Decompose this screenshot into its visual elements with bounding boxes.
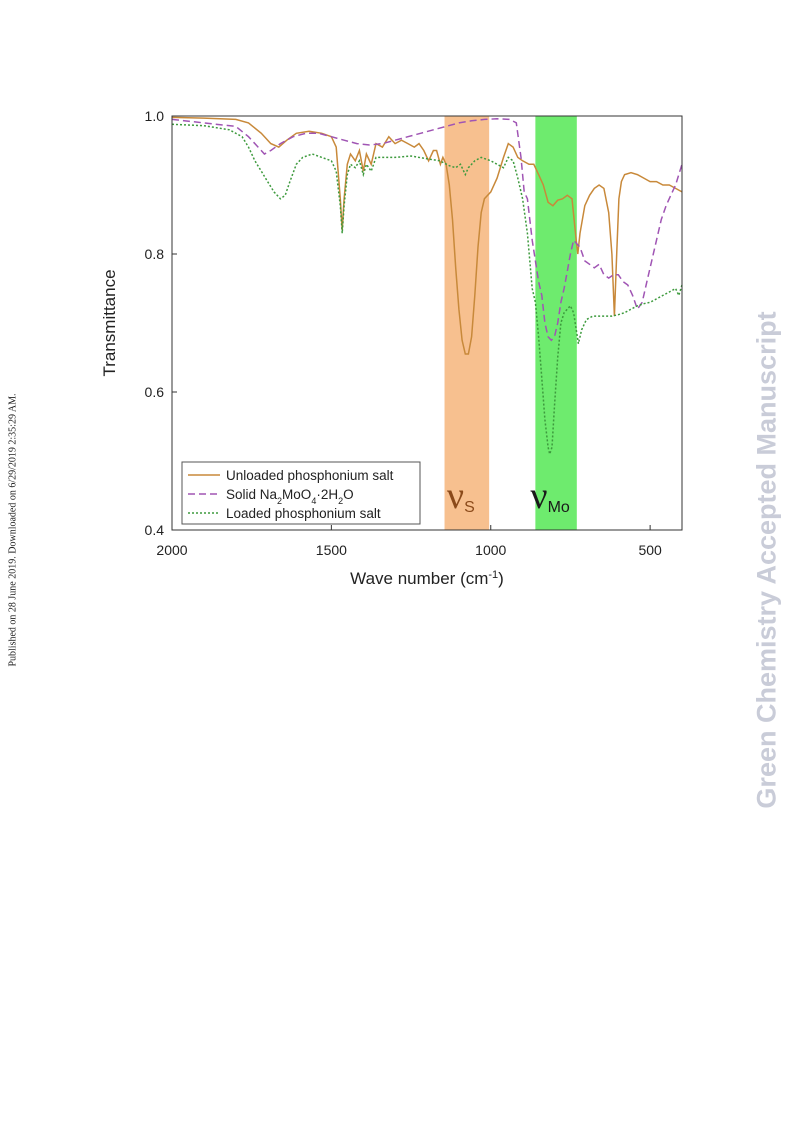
- legend-box: [181, 461, 421, 525]
- legend-text-part: Solid Na: [226, 487, 278, 502]
- series-line-unloaded: [171, 116, 683, 355]
- band-label-layer: νS νMo: [447, 475, 570, 517]
- band-label-mo: νMo: [530, 475, 570, 517]
- legend-text-part: ·2H: [316, 487, 338, 502]
- legend-subscript: 2: [277, 496, 282, 506]
- band-label-sub: Mo: [548, 499, 570, 516]
- axis-ticks: 2000 1500 1000 500 0.4 0.6 0.8 1.0: [145, 108, 662, 558]
- x-tick-label: 500: [638, 542, 662, 558]
- legend-text-part: MoO: [282, 487, 311, 502]
- series-line-loaded: [171, 123, 683, 457]
- legend-subscript: 2: [338, 496, 343, 506]
- legend-text-part: O: [343, 487, 354, 502]
- x-axis-label-tail: ): [498, 569, 504, 588]
- band-label-s: νS: [447, 475, 475, 517]
- x-axis-label-sup: -1: [488, 569, 498, 581]
- y-tick-label: 0.6: [145, 384, 165, 400]
- band-label-symbol: ν: [447, 475, 464, 517]
- legend-entry-solid: Solid Na2MoO4·2H2O: [226, 487, 354, 506]
- band-label-symbol: ν: [530, 475, 547, 517]
- x-axis-label-main: Wave number (cm: [350, 569, 488, 588]
- legend-entry-loaded: Loaded phosphonium salt: [226, 506, 381, 521]
- band-s: [444, 116, 490, 530]
- x-tick-label: 1000: [475, 542, 506, 558]
- x-axis-label: Wave number (cm-1): [350, 569, 504, 588]
- y-tick-label: 0.4: [145, 522, 165, 538]
- band-label-sub: S: [464, 499, 475, 516]
- plot-frame: [171, 115, 683, 531]
- y-tick-label: 0.8: [145, 246, 165, 262]
- legend-entry-unloaded: Unloaded phosphonium salt: [226, 468, 394, 483]
- legend-subscript: 4: [311, 496, 316, 506]
- y-axis-label: Transmittance: [100, 269, 119, 376]
- band-mo: [535, 116, 577, 530]
- series-line-solid: [171, 118, 683, 342]
- x-tick-label: 2000: [156, 542, 187, 558]
- y-tick-label: 1.0: [145, 108, 165, 124]
- series-layer: [171, 116, 683, 457]
- x-tick-label: 1500: [316, 542, 347, 558]
- band-layer: [444, 116, 577, 530]
